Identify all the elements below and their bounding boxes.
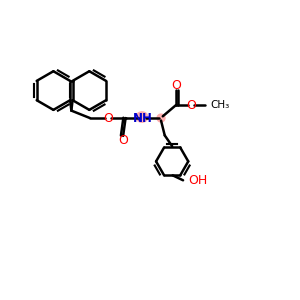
Text: O: O: [103, 112, 113, 124]
Text: NH: NH: [133, 112, 152, 124]
Text: O: O: [171, 79, 181, 92]
Ellipse shape: [157, 114, 165, 122]
Ellipse shape: [136, 112, 148, 122]
Text: OH: OH: [188, 174, 208, 187]
Text: O: O: [186, 99, 196, 112]
Text: O: O: [118, 134, 128, 147]
Text: CH₃: CH₃: [210, 100, 230, 110]
